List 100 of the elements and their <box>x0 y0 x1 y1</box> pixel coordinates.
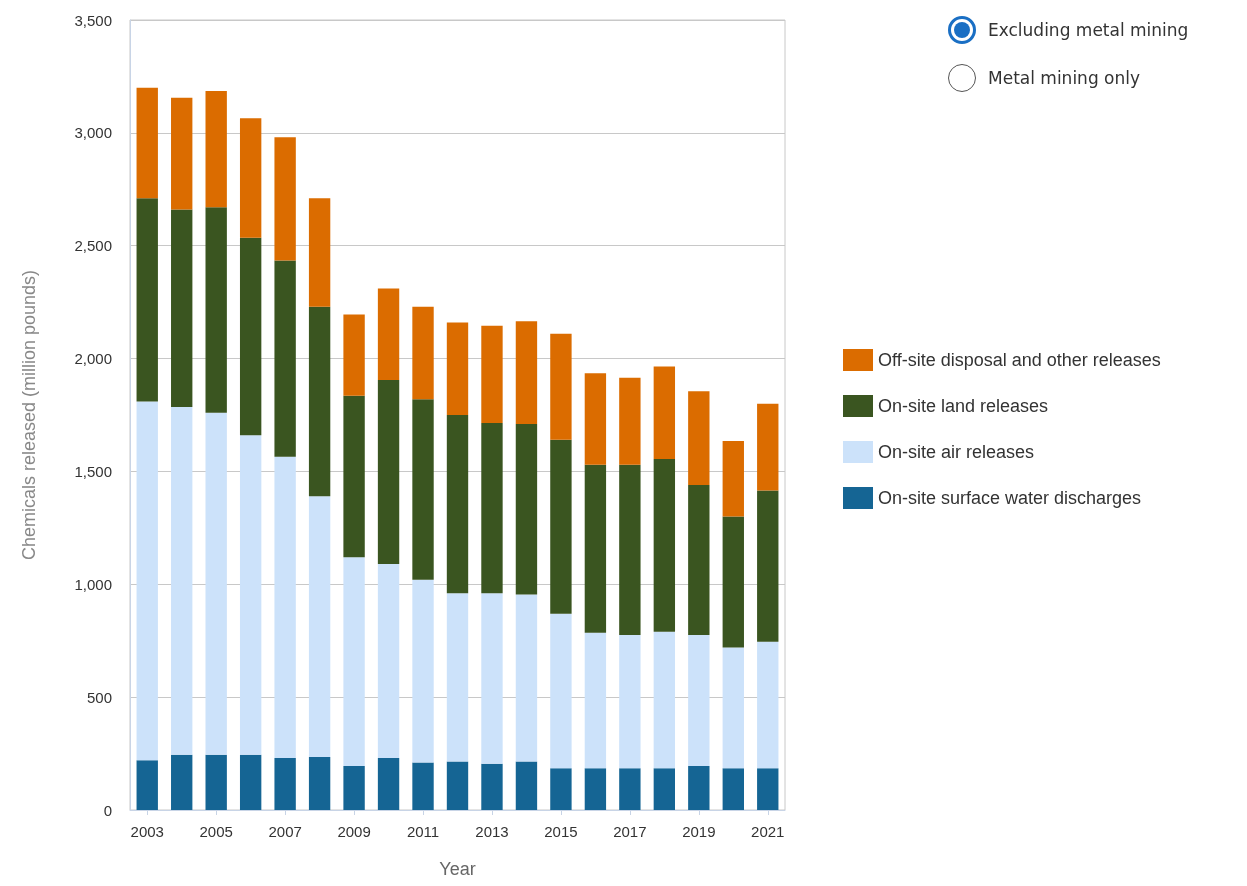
bar <box>481 325 503 423</box>
bar <box>239 237 262 436</box>
bar <box>274 137 296 261</box>
bar <box>757 403 779 491</box>
bar <box>274 260 296 457</box>
bar <box>446 761 469 810</box>
bar <box>308 496 331 757</box>
bar <box>171 209 193 408</box>
bar <box>722 440 744 517</box>
bar <box>412 399 434 580</box>
bar <box>343 765 365 810</box>
bar <box>205 412 227 755</box>
legend-label: Off-site disposal and other releases <box>878 350 1161 370</box>
bar <box>584 632 607 769</box>
bar <box>722 647 744 769</box>
text: Excluding metal mining <box>988 20 1189 40</box>
bar <box>377 288 400 381</box>
x-axis-title: Year <box>439 859 476 879</box>
bar <box>377 758 400 810</box>
bar <box>136 198 158 402</box>
bar <box>343 395 365 558</box>
bar <box>343 557 365 766</box>
bar <box>653 459 676 632</box>
x-tick-label: 2003 <box>130 823 164 840</box>
bar <box>757 641 779 769</box>
y-tick-label: 500 <box>86 688 112 706</box>
y-axis-title: Chemicals released (million pounds) <box>19 269 39 561</box>
bar <box>308 756 331 810</box>
y-tick-label: 1,500 <box>74 462 112 480</box>
bar <box>688 391 710 485</box>
bar <box>550 768 572 810</box>
y-tick-label: 0 <box>103 801 112 819</box>
text: Metal mining only <box>988 68 1141 88</box>
bar <box>688 765 710 810</box>
bar <box>446 593 469 762</box>
bar <box>274 456 296 759</box>
bar <box>619 464 641 636</box>
bar <box>343 314 365 396</box>
bar <box>688 484 710 636</box>
bar <box>481 763 503 810</box>
bar <box>239 118 262 238</box>
y-tick-label: 2,000 <box>74 350 112 368</box>
x-tick-label: 2019 <box>682 823 716 840</box>
x-tick-label: 2021 <box>751 823 785 840</box>
y-tick-label: 1,000 <box>74 575 112 593</box>
bar <box>619 377 641 465</box>
bar <box>757 768 779 810</box>
bar <box>757 490 779 642</box>
bar <box>412 306 434 400</box>
bar <box>446 415 469 594</box>
bar <box>205 91 227 208</box>
bar <box>550 333 572 440</box>
x-tick-label: 2017 <box>613 823 647 840</box>
bar <box>377 380 400 564</box>
x-tick-label: 2009 <box>337 823 371 840</box>
bar <box>274 758 296 810</box>
x-tick-label: 2011 <box>406 823 440 840</box>
x-tick-label: 2007 <box>268 823 302 840</box>
bar <box>171 407 193 755</box>
bar <box>653 631 676 769</box>
bar <box>136 401 158 761</box>
bar <box>136 760 158 810</box>
bar <box>619 635 641 769</box>
bar <box>239 435 262 755</box>
bar <box>308 306 331 497</box>
bar <box>550 439 572 614</box>
bar <box>412 762 434 810</box>
bar <box>377 563 400 759</box>
bar <box>446 322 469 415</box>
bar <box>136 87 158 199</box>
bar <box>584 373 607 465</box>
bar <box>171 97 193 210</box>
bar <box>722 768 744 810</box>
bar <box>205 207 227 413</box>
y-tick-label: 3,000 <box>74 124 112 142</box>
bar <box>239 754 262 810</box>
bar <box>515 761 538 810</box>
bar <box>412 579 434 763</box>
bar <box>205 754 227 810</box>
bar <box>550 613 572 769</box>
legend-label: On-site air releases <box>878 442 1035 462</box>
x-tick-label: 2015 <box>544 823 578 840</box>
legend-label: On-site land releases <box>878 396 1049 416</box>
x-tick-label: 2005 <box>199 823 233 840</box>
bar <box>619 768 641 810</box>
bar <box>171 754 193 810</box>
legend-label: On-site surface water discharges <box>878 488 1142 508</box>
bar <box>584 464 607 633</box>
bar <box>481 593 503 764</box>
bar <box>308 198 331 307</box>
bar <box>515 594 538 762</box>
bar <box>653 366 676 460</box>
x-tick-label: 2013 <box>475 823 509 840</box>
bar <box>653 768 676 810</box>
bar <box>722 516 744 648</box>
y-tick-label: 2,500 <box>74 237 112 255</box>
y-tick-label: 3,500 <box>74 11 112 29</box>
bar <box>481 422 503 594</box>
bar <box>688 635 710 766</box>
bar <box>515 424 538 595</box>
